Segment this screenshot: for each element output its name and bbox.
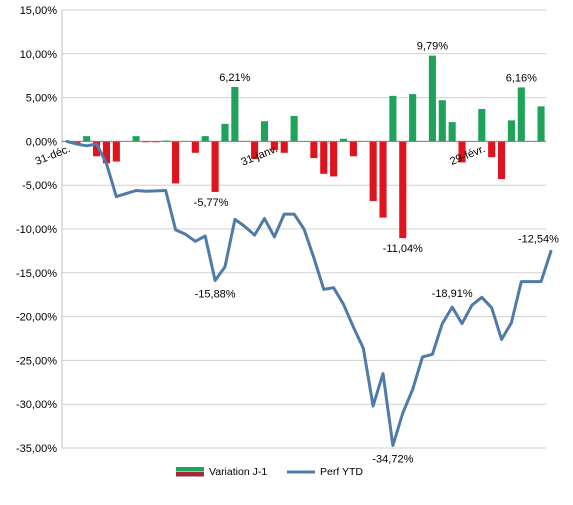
variation-bar xyxy=(112,141,120,162)
y-tick-label: -10,00% xyxy=(16,224,57,236)
data-label: 6,21% xyxy=(219,72,250,84)
data-label: -12,54% xyxy=(518,233,559,245)
variation-bar xyxy=(497,141,506,180)
legend-label-variation: Variation J-1 xyxy=(209,466,267,478)
y-tick-label: -30,00% xyxy=(16,399,57,411)
variation-bar xyxy=(369,141,377,201)
variation-bar xyxy=(280,141,288,153)
data-label: -34,72% xyxy=(372,454,413,466)
legend-swatch-variation xyxy=(176,467,204,477)
variation-bar xyxy=(251,141,259,159)
variation-bar xyxy=(409,94,417,142)
variation-bar xyxy=(231,87,239,142)
data-label: -18,91% xyxy=(432,288,473,300)
line-series-layer xyxy=(65,139,553,447)
x-tick-label: 29-févr. xyxy=(448,143,487,168)
variation-bar xyxy=(172,141,180,184)
data-labels-layer: 6,21% -5,77% 9,79% -11,04% 6,16% -15,88% -34,7… xyxy=(194,41,559,466)
variation-bar xyxy=(270,141,278,151)
variation-bar xyxy=(399,141,407,239)
data-label: 6,16% xyxy=(506,72,537,84)
variation-bar xyxy=(537,106,545,142)
variation-bar xyxy=(448,122,456,142)
variation-bar xyxy=(221,123,229,142)
variation-bar xyxy=(478,108,486,142)
variation-bar xyxy=(191,141,199,153)
variation-bar xyxy=(488,141,496,158)
variation-bar xyxy=(389,95,397,142)
y-axis-tick-labels: 15,00% 10,00% 5,00% 0,00% -5,00% -10,00% -15,0… xyxy=(16,5,57,455)
variation-bar xyxy=(507,120,515,142)
variation-bar xyxy=(310,141,318,159)
y-tick-label: -35,00% xyxy=(16,443,57,455)
legend-label-perf: Perf YTD xyxy=(320,466,363,478)
y-tick-label: -25,00% xyxy=(16,355,57,367)
legend: Variation J-1 Perf YTD xyxy=(176,466,363,478)
data-label: -11,04% xyxy=(383,243,423,255)
y-tick-label: 10,00% xyxy=(20,49,58,61)
y-tick-label: -20,00% xyxy=(16,312,57,324)
variation-bar xyxy=(330,141,338,177)
data-label: -15,88% xyxy=(195,289,236,301)
variation-bar xyxy=(132,136,140,142)
y-tick-label: 5,00% xyxy=(26,93,57,105)
y-tick-label: -15,00% xyxy=(16,268,57,280)
variation-bar xyxy=(458,141,466,163)
variation-bar xyxy=(93,141,101,157)
perf-ytd-line xyxy=(65,139,553,447)
variation-bar xyxy=(290,115,298,142)
variation-bar xyxy=(211,141,219,192)
x-tick-label: 31-janv. xyxy=(239,143,279,168)
variation-bar xyxy=(201,136,209,142)
variation-bar xyxy=(517,87,525,142)
variation-bar xyxy=(339,138,348,142)
y-tick-label: 15,00% xyxy=(20,5,58,17)
variation-bar xyxy=(260,121,269,142)
variation-bar xyxy=(379,141,387,218)
variation-bar xyxy=(349,141,357,157)
variation-bar xyxy=(438,100,446,142)
y-tick-label: 0,00% xyxy=(26,136,57,148)
bar-series-layer xyxy=(73,55,545,239)
data-label: 9,79% xyxy=(417,41,448,53)
data-label: -5,77% xyxy=(194,197,229,209)
y-tick-label: -5,00% xyxy=(22,180,57,192)
variation-bar xyxy=(428,55,436,142)
variation-bar xyxy=(102,141,111,164)
variation-bar xyxy=(320,141,328,174)
variation-bar xyxy=(83,136,91,142)
